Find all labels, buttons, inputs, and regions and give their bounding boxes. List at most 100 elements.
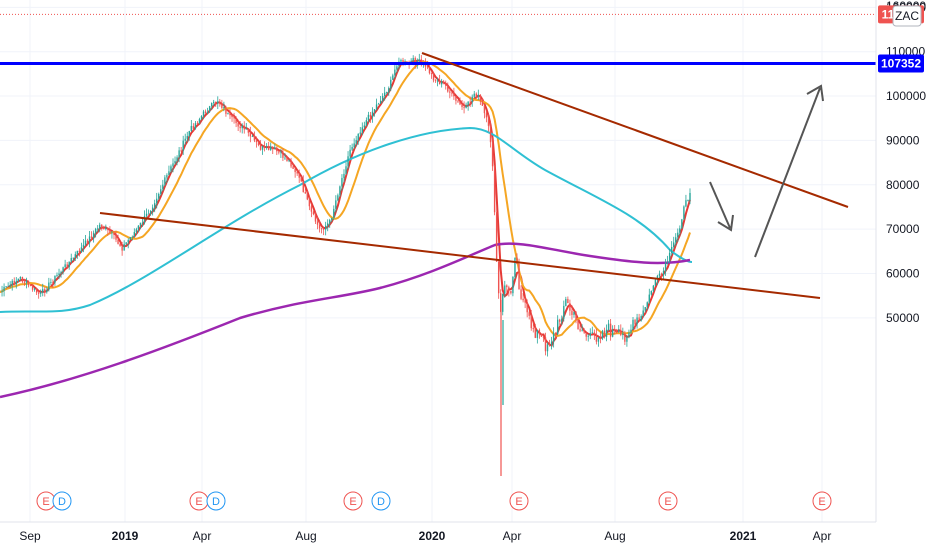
y-tick-label: 90000 — [886, 133, 920, 147]
time-axis[interactable]: Sep 2019 Apr Aug 2020 Apr Aug 2021 Apr — [19, 529, 831, 543]
earnings-marker[interactable]: E — [658, 491, 678, 511]
candle-body — [253, 136, 256, 141]
candle-body — [141, 222, 144, 224]
candle-body — [131, 236, 134, 238]
candle-body — [457, 100, 459, 102]
dividend-marker[interactable]: D — [206, 491, 226, 511]
earnings-marker[interactable]: E — [812, 491, 832, 511]
earnings-marker-label: E — [515, 496, 522, 508]
price-axis[interactable]: 5000060000700008000090000100000110000120… — [886, 0, 926, 325]
candle-body — [390, 79, 392, 89]
earnings-marker-circle — [812, 491, 832, 511]
candle-body — [290, 160, 292, 167]
candle-body — [654, 279, 657, 286]
candle-body — [331, 217, 333, 220]
candle-body — [375, 104, 378, 110]
candle-body — [528, 312, 530, 316]
candle-body — [60, 271, 62, 274]
candle-body — [72, 257, 74, 259]
candle-body — [109, 229, 111, 233]
candle-body — [172, 163, 174, 167]
candle-body — [82, 244, 85, 248]
candle-body — [640, 315, 642, 321]
candle-body — [357, 133, 359, 141]
candle-body — [518, 264, 520, 290]
earnings-marker[interactable]: E — [509, 491, 529, 511]
symbol-badge-box — [892, 5, 922, 27]
earnings-marker-label: E — [195, 496, 202, 508]
earnings-marker[interactable]: E — [189, 491, 209, 511]
candle-body — [461, 104, 463, 108]
candle-body — [147, 213, 150, 215]
dividend-marker[interactable]: D — [371, 491, 391, 511]
candle-body — [581, 329, 583, 331]
candle-body — [190, 125, 193, 132]
candle-body — [304, 192, 307, 194]
candle-body — [383, 92, 386, 97]
candle-body — [483, 105, 486, 114]
candle-body — [196, 123, 199, 125]
candle-body — [487, 117, 490, 126]
candle-body — [257, 142, 260, 145]
candle-body — [241, 125, 243, 129]
candle-body — [664, 263, 667, 271]
candle-body — [19, 277, 22, 279]
dividend-marker[interactable]: D — [52, 491, 72, 511]
candle-body — [272, 146, 274, 150]
candle-body — [638, 317, 640, 321]
candle-body — [363, 125, 366, 128]
x-tick-label: 2019 — [112, 529, 139, 543]
candle-body — [292, 166, 294, 169]
candle-body — [263, 146, 266, 147]
candle-body — [235, 118, 237, 124]
candle-body — [418, 59, 420, 62]
earnings-marker[interactable]: E — [343, 491, 363, 511]
candle-body — [477, 94, 480, 97]
candle-body — [329, 219, 331, 224]
moving-average-line — [0, 59, 691, 348]
arrow-up-head — [806, 84, 824, 102]
candle-body — [634, 319, 636, 325]
candle-body — [13, 280, 15, 285]
candle-body — [202, 111, 205, 117]
candle-body — [215, 101, 217, 104]
candle-body — [618, 329, 620, 332]
candle-body — [573, 311, 575, 315]
candle-body — [88, 236, 91, 244]
candle-body — [194, 123, 197, 129]
candle-body — [428, 67, 431, 74]
candle-body — [540, 334, 543, 337]
candle-body — [168, 171, 170, 176]
candle-body — [217, 101, 219, 104]
candle-body — [156, 198, 158, 204]
candle-body — [123, 244, 125, 251]
candle-body — [40, 292, 42, 294]
candle-body — [361, 127, 364, 133]
support-trend-line — [99, 212, 821, 299]
candle-body — [184, 138, 186, 141]
candle-body — [662, 270, 665, 276]
candle-body — [302, 181, 304, 193]
candle-body — [577, 319, 579, 330]
candle-body — [381, 96, 384, 101]
candle-body — [388, 88, 390, 93]
candle-body — [21, 277, 24, 282]
candle-body — [101, 224, 103, 229]
candle-body — [628, 332, 630, 338]
candle-body — [544, 337, 547, 352]
candle-body — [17, 278, 20, 282]
candle-body — [465, 105, 467, 109]
earnings-marker[interactable]: E — [36, 491, 56, 511]
candle-body — [121, 246, 123, 251]
candle-body — [565, 299, 567, 306]
candle-body — [298, 173, 300, 178]
candle-body — [50, 282, 52, 283]
candle-body — [652, 285, 655, 292]
symbol-badge[interactable]: ZAC — [892, 5, 922, 27]
candle-body — [249, 132, 252, 137]
candle-body — [351, 146, 353, 150]
candle-body — [46, 289, 48, 293]
arrow-up-line — [754, 87, 821, 258]
candle-body — [239, 126, 241, 129]
